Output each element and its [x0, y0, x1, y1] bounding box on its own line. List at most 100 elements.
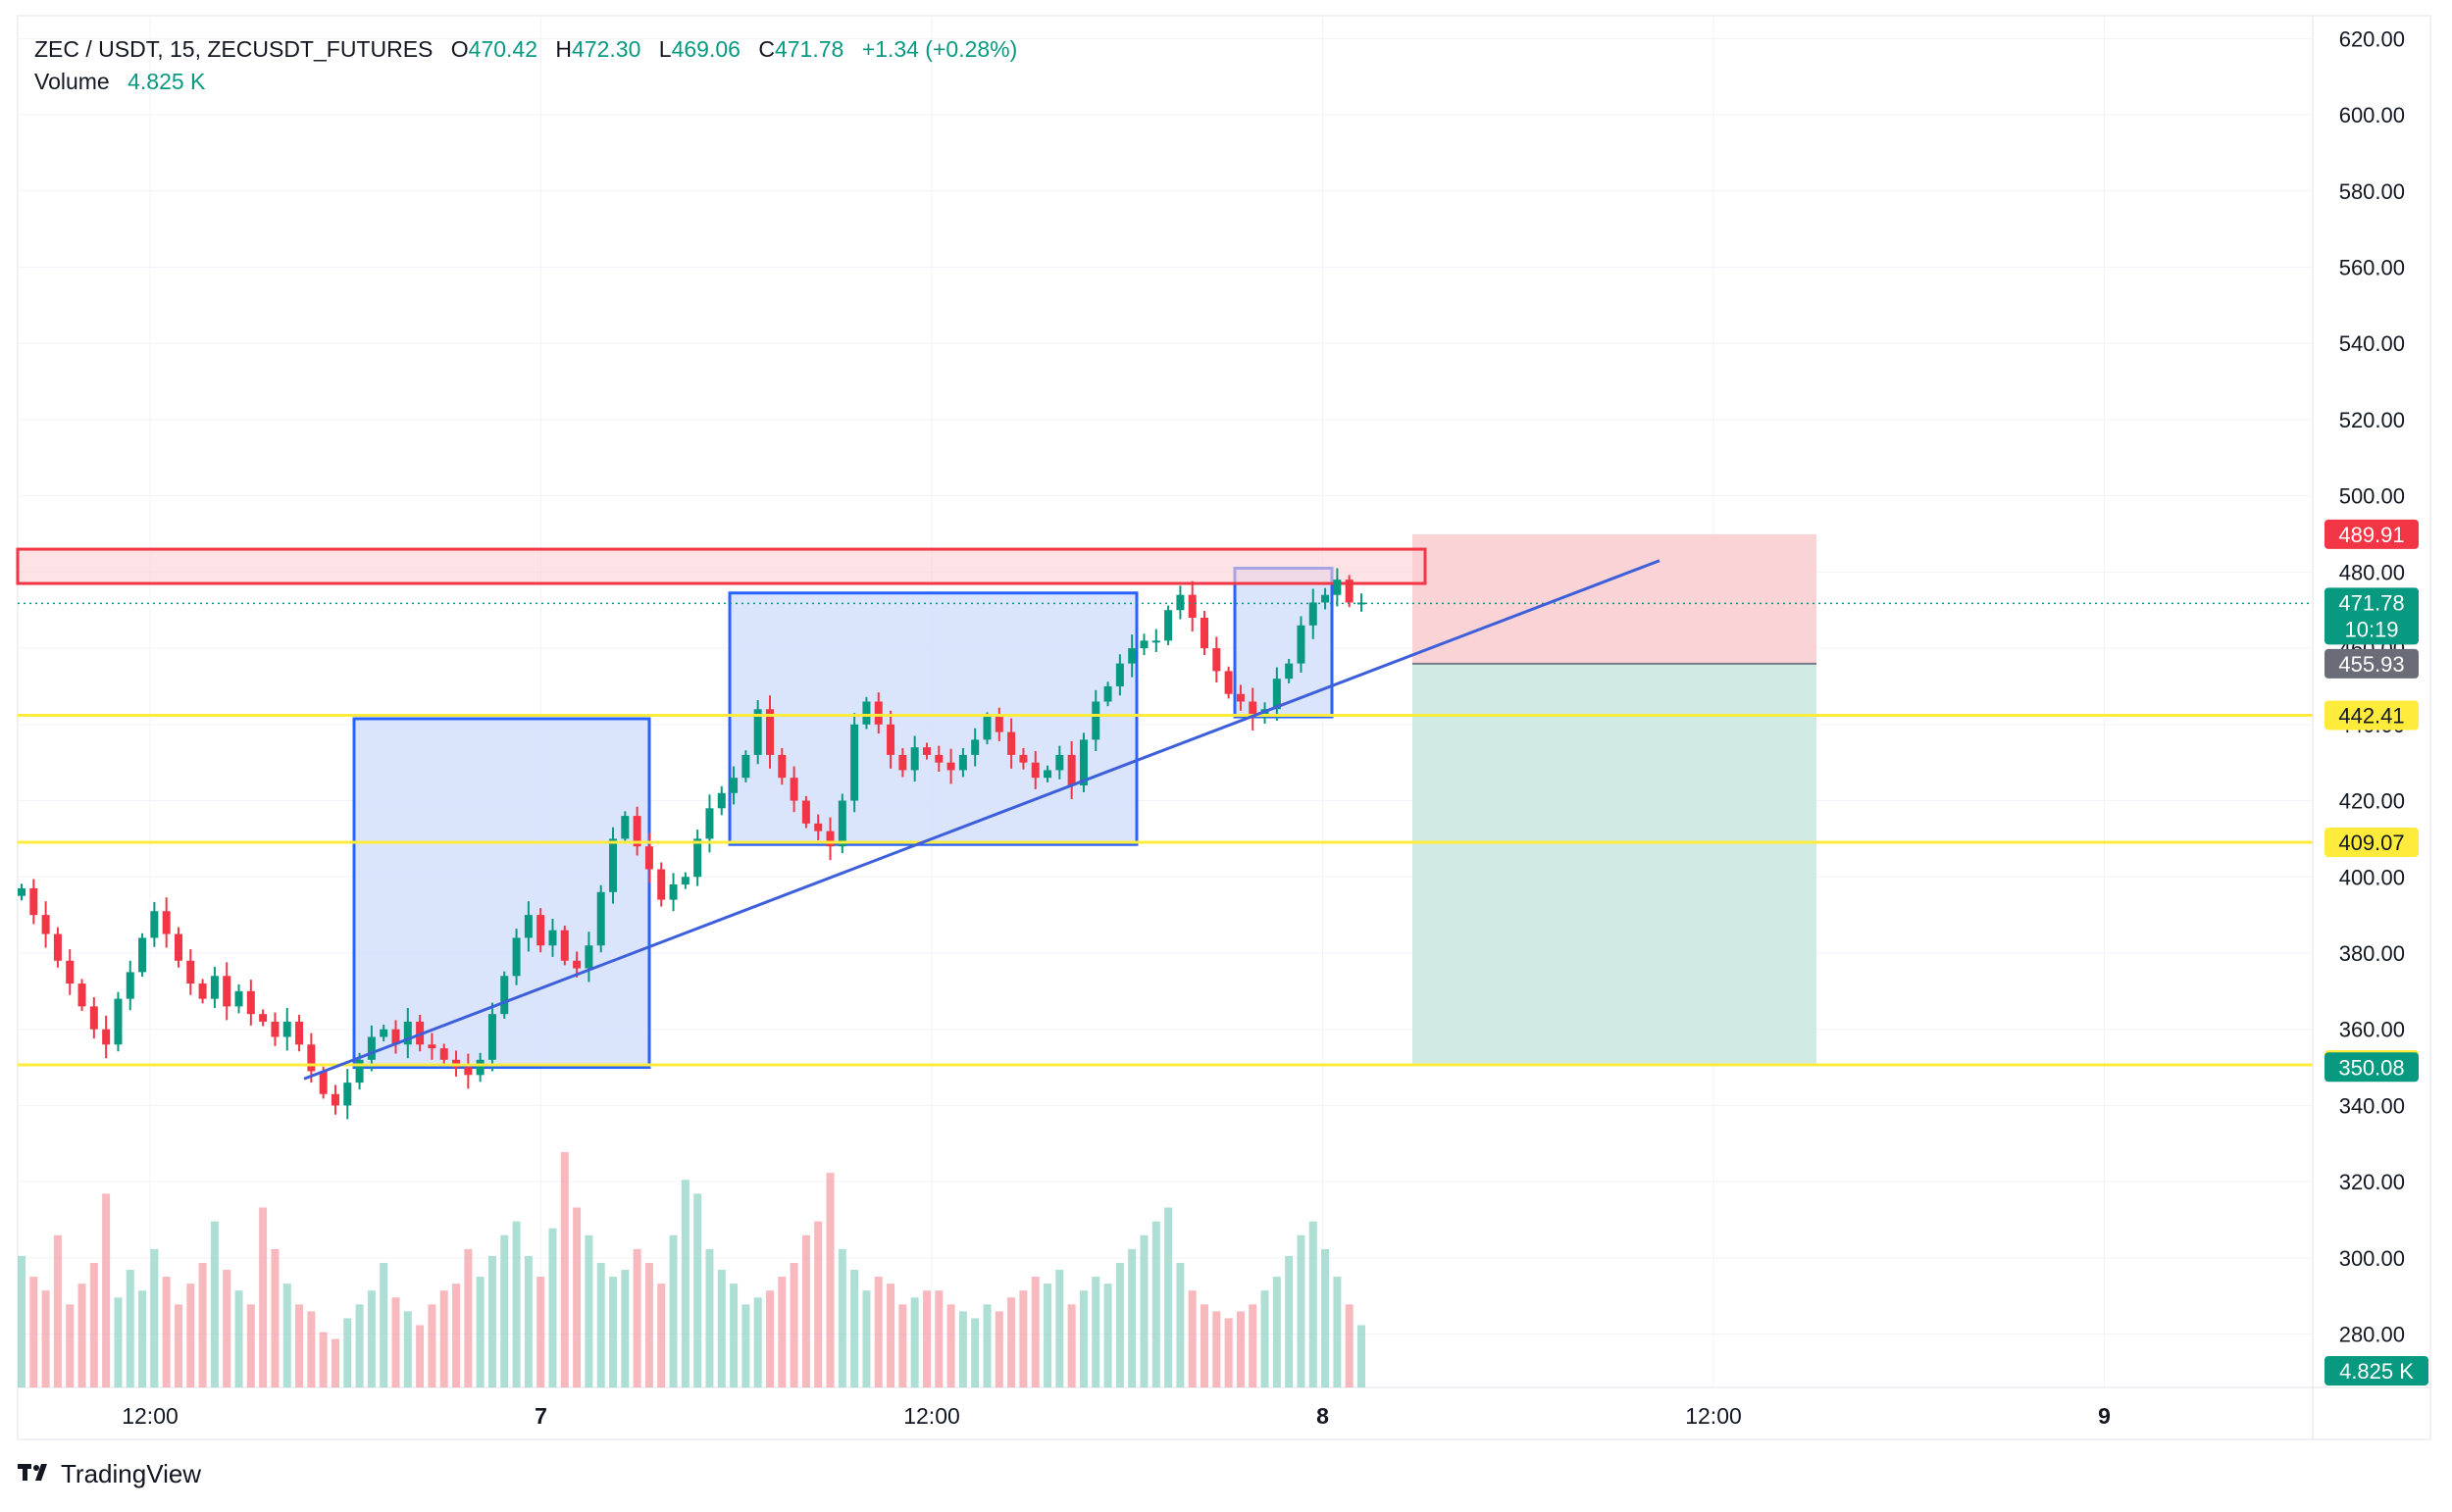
candle-body: [717, 792, 726, 809]
volume-bar: [367, 1290, 376, 1387]
candle-body: [1044, 770, 1052, 779]
volume-bar: [1297, 1235, 1305, 1387]
candle-body: [536, 915, 545, 946]
candle-body: [548, 930, 557, 946]
candle-body: [958, 754, 967, 771]
candle-body: [391, 1029, 400, 1045]
volume-bar: [1128, 1248, 1137, 1387]
candle-body: [198, 983, 207, 999]
volume-bar: [765, 1290, 774, 1387]
volume-bar: [705, 1248, 714, 1387]
candle-body: [971, 739, 980, 755]
consolidation-box: [1233, 566, 1334, 719]
volume-bar: [512, 1221, 521, 1387]
candle-body: [1151, 640, 1160, 643]
candle-body: [66, 960, 75, 984]
volume-bar: [971, 1318, 980, 1387]
candle-body: [380, 1029, 388, 1037]
candle-body: [935, 754, 944, 763]
volume-bar: [1031, 1277, 1040, 1387]
volume-bar: [1019, 1290, 1028, 1387]
candle-body: [887, 724, 895, 755]
volume-bar: [633, 1248, 641, 1387]
candle-body: [259, 1014, 268, 1022]
y-tick-label: 420.00: [2339, 789, 2405, 814]
volume-bar: [66, 1304, 75, 1387]
chart-legend: ZEC / USDT, 15, ZECUSDT_FUTURES O470.42 …: [34, 33, 1017, 98]
candle-body: [1297, 625, 1305, 664]
candle-body: [512, 937, 521, 977]
volume-bar: [1200, 1304, 1209, 1387]
close-value: 471.78: [774, 36, 844, 62]
candle-body: [355, 1059, 364, 1084]
volume-bar: [186, 1284, 195, 1387]
volume-bar: [319, 1332, 328, 1387]
volume-bar: [874, 1277, 883, 1387]
candle-body: [29, 887, 38, 916]
price-axis-label: 489.91: [2338, 523, 2404, 547]
volume-bar: [657, 1284, 666, 1387]
volume-bar: [573, 1207, 582, 1387]
y-tick-label: 320.00: [2339, 1170, 2405, 1194]
price-axis-label-bg: [2324, 587, 2419, 645]
stop-loss-zone: [1412, 533, 1816, 664]
volume-bar: [53, 1235, 62, 1387]
volume-bar: [1285, 1255, 1294, 1387]
candle-body: [657, 869, 666, 900]
volume-bar: [1164, 1207, 1173, 1387]
volume-bar: [271, 1248, 280, 1387]
volume-bar: [150, 1248, 159, 1387]
volume-bar: [1055, 1270, 1064, 1387]
low-value: 469.06: [671, 36, 741, 62]
volume-bar: [910, 1297, 919, 1387]
candle-body: [609, 838, 618, 892]
candle-body: [150, 911, 159, 938]
candle-body: [814, 823, 823, 832]
candle-body: [343, 1083, 352, 1106]
x-tick-label: 12:00: [903, 1403, 960, 1429]
volume-bar: [790, 1262, 798, 1387]
candle-body: [439, 1048, 448, 1060]
volume-bar: [585, 1235, 593, 1387]
volume-bar: [1103, 1284, 1112, 1387]
volume-bar: [862, 1290, 871, 1387]
candle-body: [1200, 618, 1209, 649]
candle-body: [367, 1036, 376, 1060]
tradingview-wordmark: TradingView: [61, 1459, 202, 1488]
tradingview-brand[interactable]: TradingView: [18, 1459, 201, 1489]
y-tick-label: 580.00: [2339, 179, 2405, 204]
volume-bar: [29, 1277, 38, 1387]
candle-body: [862, 701, 871, 725]
volume-bar: [1212, 1311, 1221, 1387]
volume-bar: [814, 1221, 823, 1387]
candle-body: [669, 884, 678, 900]
symbol-title[interactable]: ZEC / USDT, 15, ZECUSDT_FUTURES: [34, 36, 434, 62]
candle-body: [838, 800, 846, 847]
volume-label[interactable]: Volume: [34, 69, 110, 94]
candle-body: [89, 1006, 98, 1030]
volume-bar: [1151, 1221, 1160, 1387]
y-tick-label: 500.00: [2339, 484, 2405, 509]
candle-body: [1019, 754, 1028, 763]
high-value: 472.30: [572, 36, 641, 62]
candle-body: [983, 717, 992, 740]
volume-bar: [500, 1235, 509, 1387]
candle-body: [1140, 640, 1149, 649]
candle-body: [1212, 648, 1221, 672]
close-label: C: [758, 36, 775, 62]
y-tick-label: 540.00: [2339, 331, 2405, 356]
volume-bar: [343, 1318, 352, 1387]
price-axis-label-bg: [2324, 1052, 2419, 1083]
price-axis-label-bg: [2324, 828, 2419, 858]
volume-bar: [536, 1277, 545, 1387]
y-tick-label: 280.00: [2339, 1323, 2405, 1347]
candle-body: [573, 960, 582, 969]
candle-body: [693, 838, 702, 878]
candle-body: [223, 976, 231, 1007]
volume-bar: [621, 1270, 630, 1387]
volume-bar: [898, 1304, 907, 1387]
y-tick-label: 600.00: [2339, 103, 2405, 127]
take-profit-zone: [1412, 663, 1816, 1066]
